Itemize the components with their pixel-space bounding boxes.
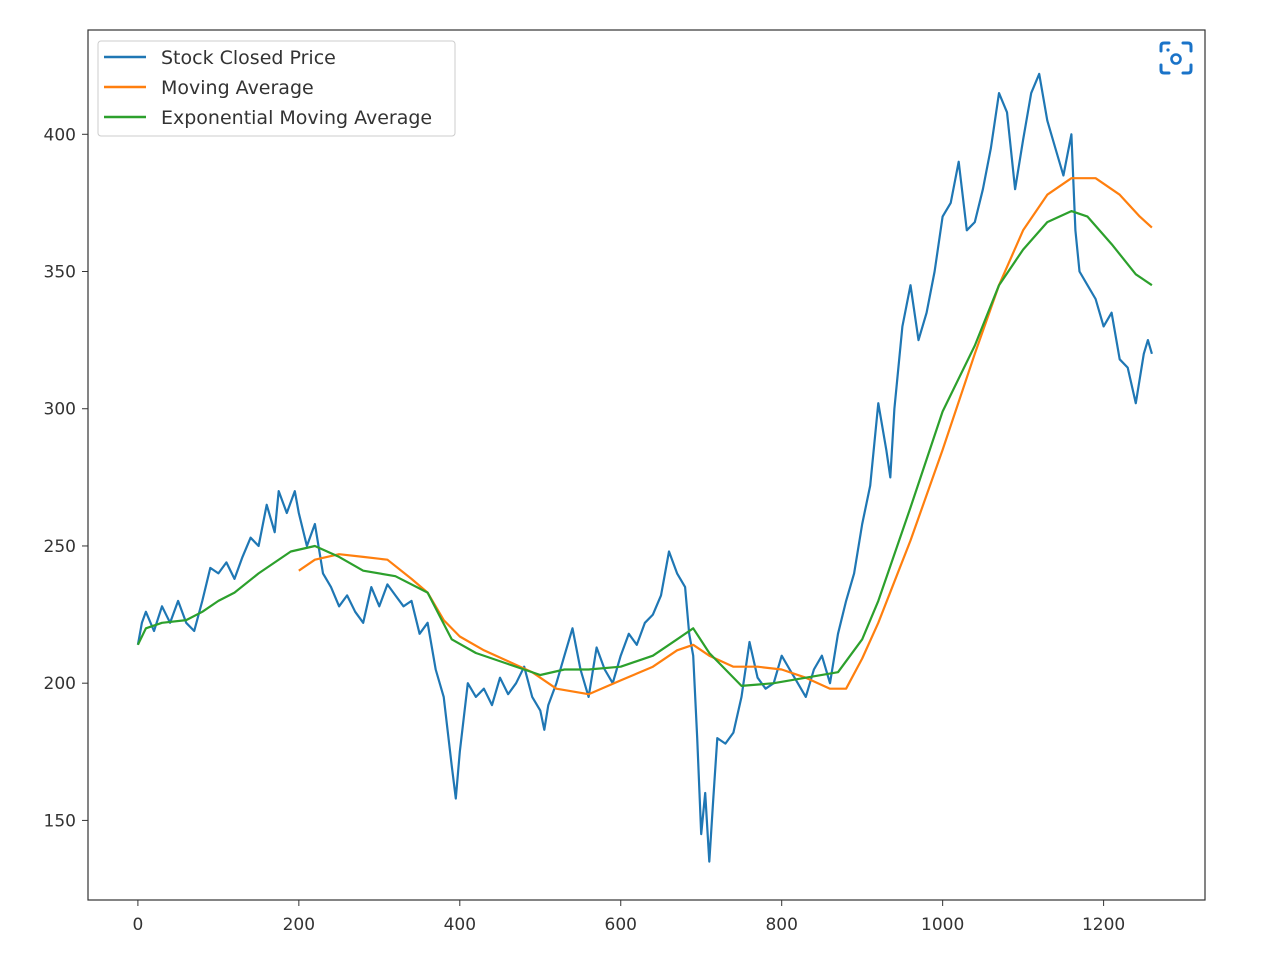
legend-box <box>97 40 456 137</box>
x-tick-label: 200 <box>283 915 315 935</box>
legend: Stock Closed Price Moving Average Exponent… <box>97 40 456 137</box>
x-tick-label: 400 <box>444 915 476 935</box>
series-line-stock-closed-price <box>136 72 1153 863</box>
y-tick-label: 350 <box>44 263 76 283</box>
legend-label: Stock Closed Price <box>161 47 336 69</box>
legend-label: Exponential Moving Average <box>161 107 432 129</box>
legend-label: Moving Average <box>161 77 314 99</box>
x-tick-label: 800 <box>765 915 797 935</box>
y-tick-label: 300 <box>44 400 76 420</box>
x-tick-label: 1000 <box>921 915 964 935</box>
x-tick-label: 0 <box>132 915 143 935</box>
y-tick-label: 250 <box>44 537 76 557</box>
x-tick-label: 1200 <box>1082 915 1125 935</box>
y-tick-label: 400 <box>44 125 76 145</box>
series-line-exponential-moving-average <box>136 210 1153 687</box>
y-tick-label: 200 <box>44 674 76 694</box>
x-tick-label: 600 <box>605 915 637 935</box>
plot-area <box>87 29 1206 901</box>
camera-scan-icon[interactable] <box>1158 40 1194 76</box>
y-tick-label: 150 <box>44 811 76 831</box>
